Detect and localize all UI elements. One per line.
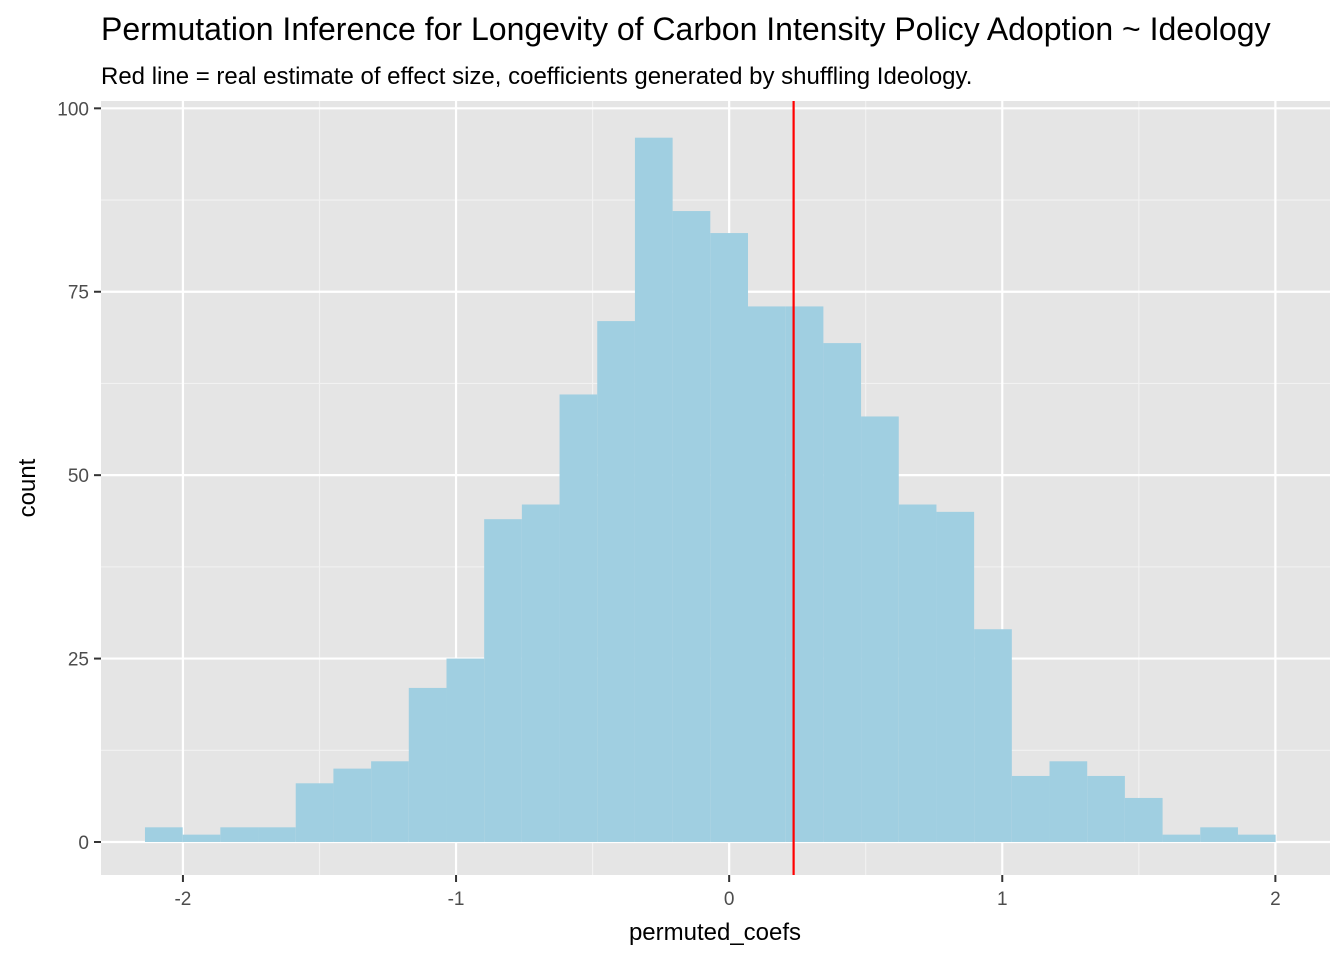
histogram-bar bbox=[258, 827, 296, 842]
histogram-bar bbox=[597, 321, 635, 842]
histogram-bar bbox=[823, 343, 862, 842]
histogram-bar bbox=[333, 768, 372, 842]
x-axis-title: permuted_coefs bbox=[629, 919, 801, 946]
y-tick-label: 25 bbox=[68, 650, 89, 671]
y-tick-label: 0 bbox=[78, 833, 89, 854]
histogram-bar bbox=[1200, 827, 1238, 842]
histogram-bar bbox=[521, 504, 560, 842]
histogram-bar bbox=[672, 211, 711, 842]
histogram-bar bbox=[559, 394, 598, 842]
histogram-bar bbox=[785, 306, 824, 842]
histogram-bar bbox=[144, 827, 183, 842]
chart-subtitle: Red line = real estimate of effect size,… bbox=[101, 63, 972, 90]
histogram-bar bbox=[1237, 834, 1276, 842]
histogram-bar bbox=[1087, 775, 1125, 842]
x-tick-label: -1 bbox=[448, 889, 465, 910]
histogram-bar bbox=[1049, 761, 1088, 842]
histogram-bar bbox=[861, 416, 899, 842]
histogram-bar bbox=[936, 511, 975, 842]
histogram-bar bbox=[1124, 797, 1163, 842]
histogram-bar bbox=[1162, 834, 1201, 842]
y-axis: 0 25 50 75 100 bbox=[57, 99, 101, 854]
histogram-bar bbox=[634, 137, 673, 842]
chart-title: Permutation Inference for Longevity of C… bbox=[101, 11, 1271, 47]
x-tick-label: -2 bbox=[174, 889, 191, 910]
histogram-bar bbox=[295, 783, 334, 842]
histogram-bar bbox=[182, 834, 221, 842]
histogram-bar bbox=[446, 658, 485, 842]
histogram-bar bbox=[371, 761, 409, 842]
histogram-bar bbox=[710, 233, 749, 842]
y-tick-label: 100 bbox=[57, 99, 89, 120]
y-axis-title: count bbox=[14, 458, 41, 517]
histogram-bars bbox=[144, 137, 1276, 842]
histogram-bar bbox=[748, 306, 786, 842]
histogram-bar bbox=[974, 629, 1012, 842]
histogram-bar bbox=[220, 827, 259, 842]
histogram-bar bbox=[1011, 775, 1050, 842]
histogram-bar bbox=[484, 519, 522, 842]
y-tick-label: 50 bbox=[68, 466, 89, 487]
x-axis: -2 -1 0 1 2 bbox=[174, 875, 1281, 910]
x-tick-label: 1 bbox=[997, 889, 1008, 910]
x-tick-label: 0 bbox=[724, 889, 735, 910]
histogram-bar bbox=[898, 504, 937, 842]
y-tick-label: 75 bbox=[68, 283, 89, 304]
x-tick-label: 2 bbox=[1270, 889, 1281, 910]
histogram-bar bbox=[408, 687, 447, 842]
